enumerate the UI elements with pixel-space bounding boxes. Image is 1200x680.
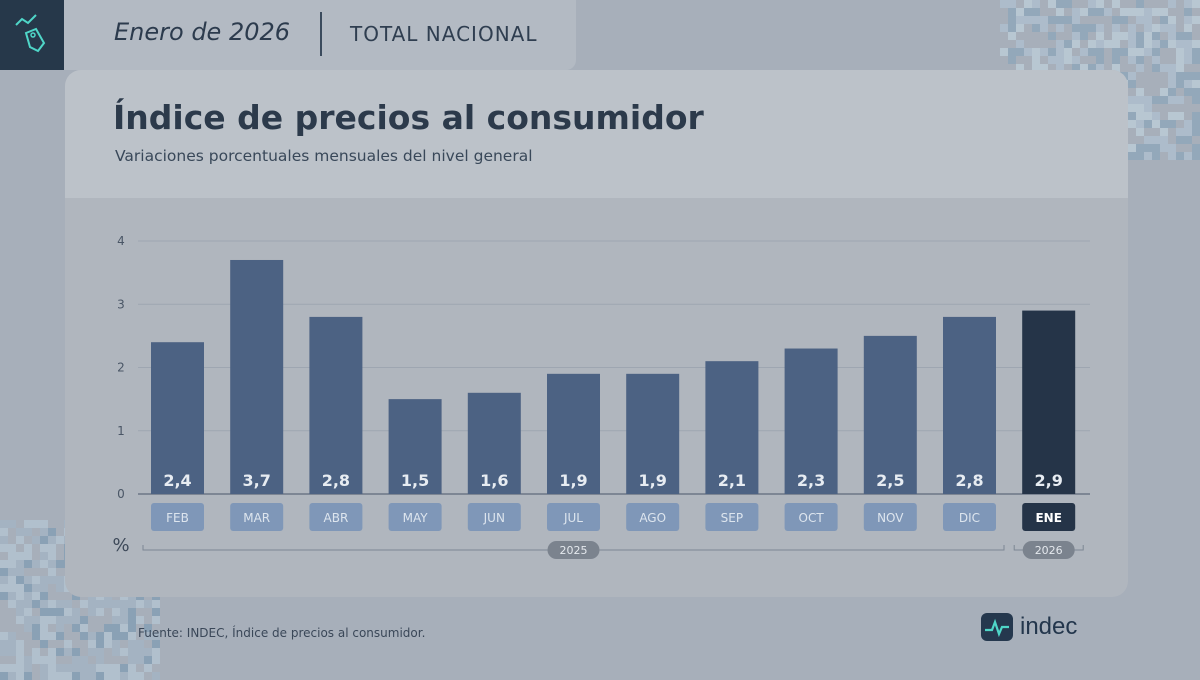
y-tick-label: 4 <box>117 234 125 248</box>
x-tick-label: JUN <box>483 511 505 525</box>
bar <box>467 392 521 494</box>
month-pill <box>230 503 284 531</box>
month-pill <box>863 503 917 531</box>
bar-value-label: 2,1 <box>718 471 746 490</box>
y-axis-unit: % <box>112 535 129 556</box>
chart-subtitle: Variaciones porcentuales mensuales del n… <box>115 147 533 165</box>
tag-icon <box>15 14 46 53</box>
bar-value-label: 2,8 <box>322 471 350 490</box>
year-label: 2026 <box>1035 544 1063 557</box>
year-pill <box>547 541 600 559</box>
bar-value-label: 1,9 <box>559 471 587 490</box>
x-tick-label: DIC <box>959 511 980 525</box>
y-tick-label: 1 <box>117 424 125 438</box>
x-tick-label: JUL <box>563 511 583 525</box>
indec-logo-icon <box>981 613 1013 641</box>
x-tick-label: SEP <box>721 511 743 525</box>
header-divider <box>320 12 322 56</box>
year-pill <box>1022 541 1075 559</box>
bar-value-label: 2,8 <box>955 471 983 490</box>
bar <box>230 259 284 494</box>
month-pill <box>784 503 838 531</box>
logo-badge <box>0 0 64 70</box>
bar-value-label: 2,4 <box>163 471 191 490</box>
bar <box>388 399 442 494</box>
scope-label: TOTAL NACIONAL <box>350 22 538 46</box>
y-tick-label: 2 <box>117 361 125 375</box>
chart-title: Índice de precios al consumidor <box>113 98 704 137</box>
bar <box>705 361 759 494</box>
bar-value-label: 3,7 <box>243 471 271 490</box>
bar <box>1022 310 1076 494</box>
brand-name: indec <box>1020 613 1078 640</box>
x-tick-label: OCT <box>799 511 825 525</box>
bar <box>151 342 204 494</box>
month-pill <box>1022 503 1076 531</box>
month-pill <box>388 503 442 531</box>
year-label: 2025 <box>560 544 588 557</box>
month-pill <box>705 503 759 531</box>
bar <box>547 373 600 494</box>
bar <box>626 373 680 494</box>
month-pill <box>547 503 600 531</box>
bar <box>863 335 917 494</box>
brand: indec <box>980 612 1077 642</box>
x-tick-label: FEB <box>166 511 189 525</box>
y-tick-label: 0 <box>117 487 125 501</box>
bar-value-label: 2,9 <box>1035 471 1063 490</box>
x-tick-label: MAR <box>243 511 270 525</box>
bar <box>784 348 838 494</box>
x-tick-label: ENE <box>1035 511 1061 525</box>
month-pill <box>309 503 363 531</box>
month-pill <box>467 503 521 531</box>
source-note: Fuente: INDEC, Índice de precios al cons… <box>138 626 426 640</box>
x-tick-label: ABR <box>324 511 349 525</box>
x-tick-label: NOV <box>877 511 904 525</box>
bar <box>943 316 996 494</box>
header: Enero de 2026 TOTAL NACIONAL <box>64 0 576 70</box>
card-header: Índice de precios al consumidor Variacio… <box>65 70 1128 198</box>
month-pill <box>151 503 204 531</box>
bar-value-label: 1,6 <box>480 471 508 490</box>
month-pill <box>943 503 996 531</box>
bar <box>309 316 363 494</box>
period-label: Enero de 2026 <box>114 18 291 46</box>
y-tick-label: 3 <box>117 297 125 311</box>
x-tick-label: AGO <box>639 511 666 525</box>
x-tick-label: MAY <box>403 511 429 525</box>
bar-value-label: 2,3 <box>797 471 825 490</box>
bar-value-label: 1,9 <box>639 471 667 490</box>
bar-value-label: 2,5 <box>876 471 904 490</box>
month-pill <box>626 503 680 531</box>
bar-value-label: 1,5 <box>401 471 429 490</box>
